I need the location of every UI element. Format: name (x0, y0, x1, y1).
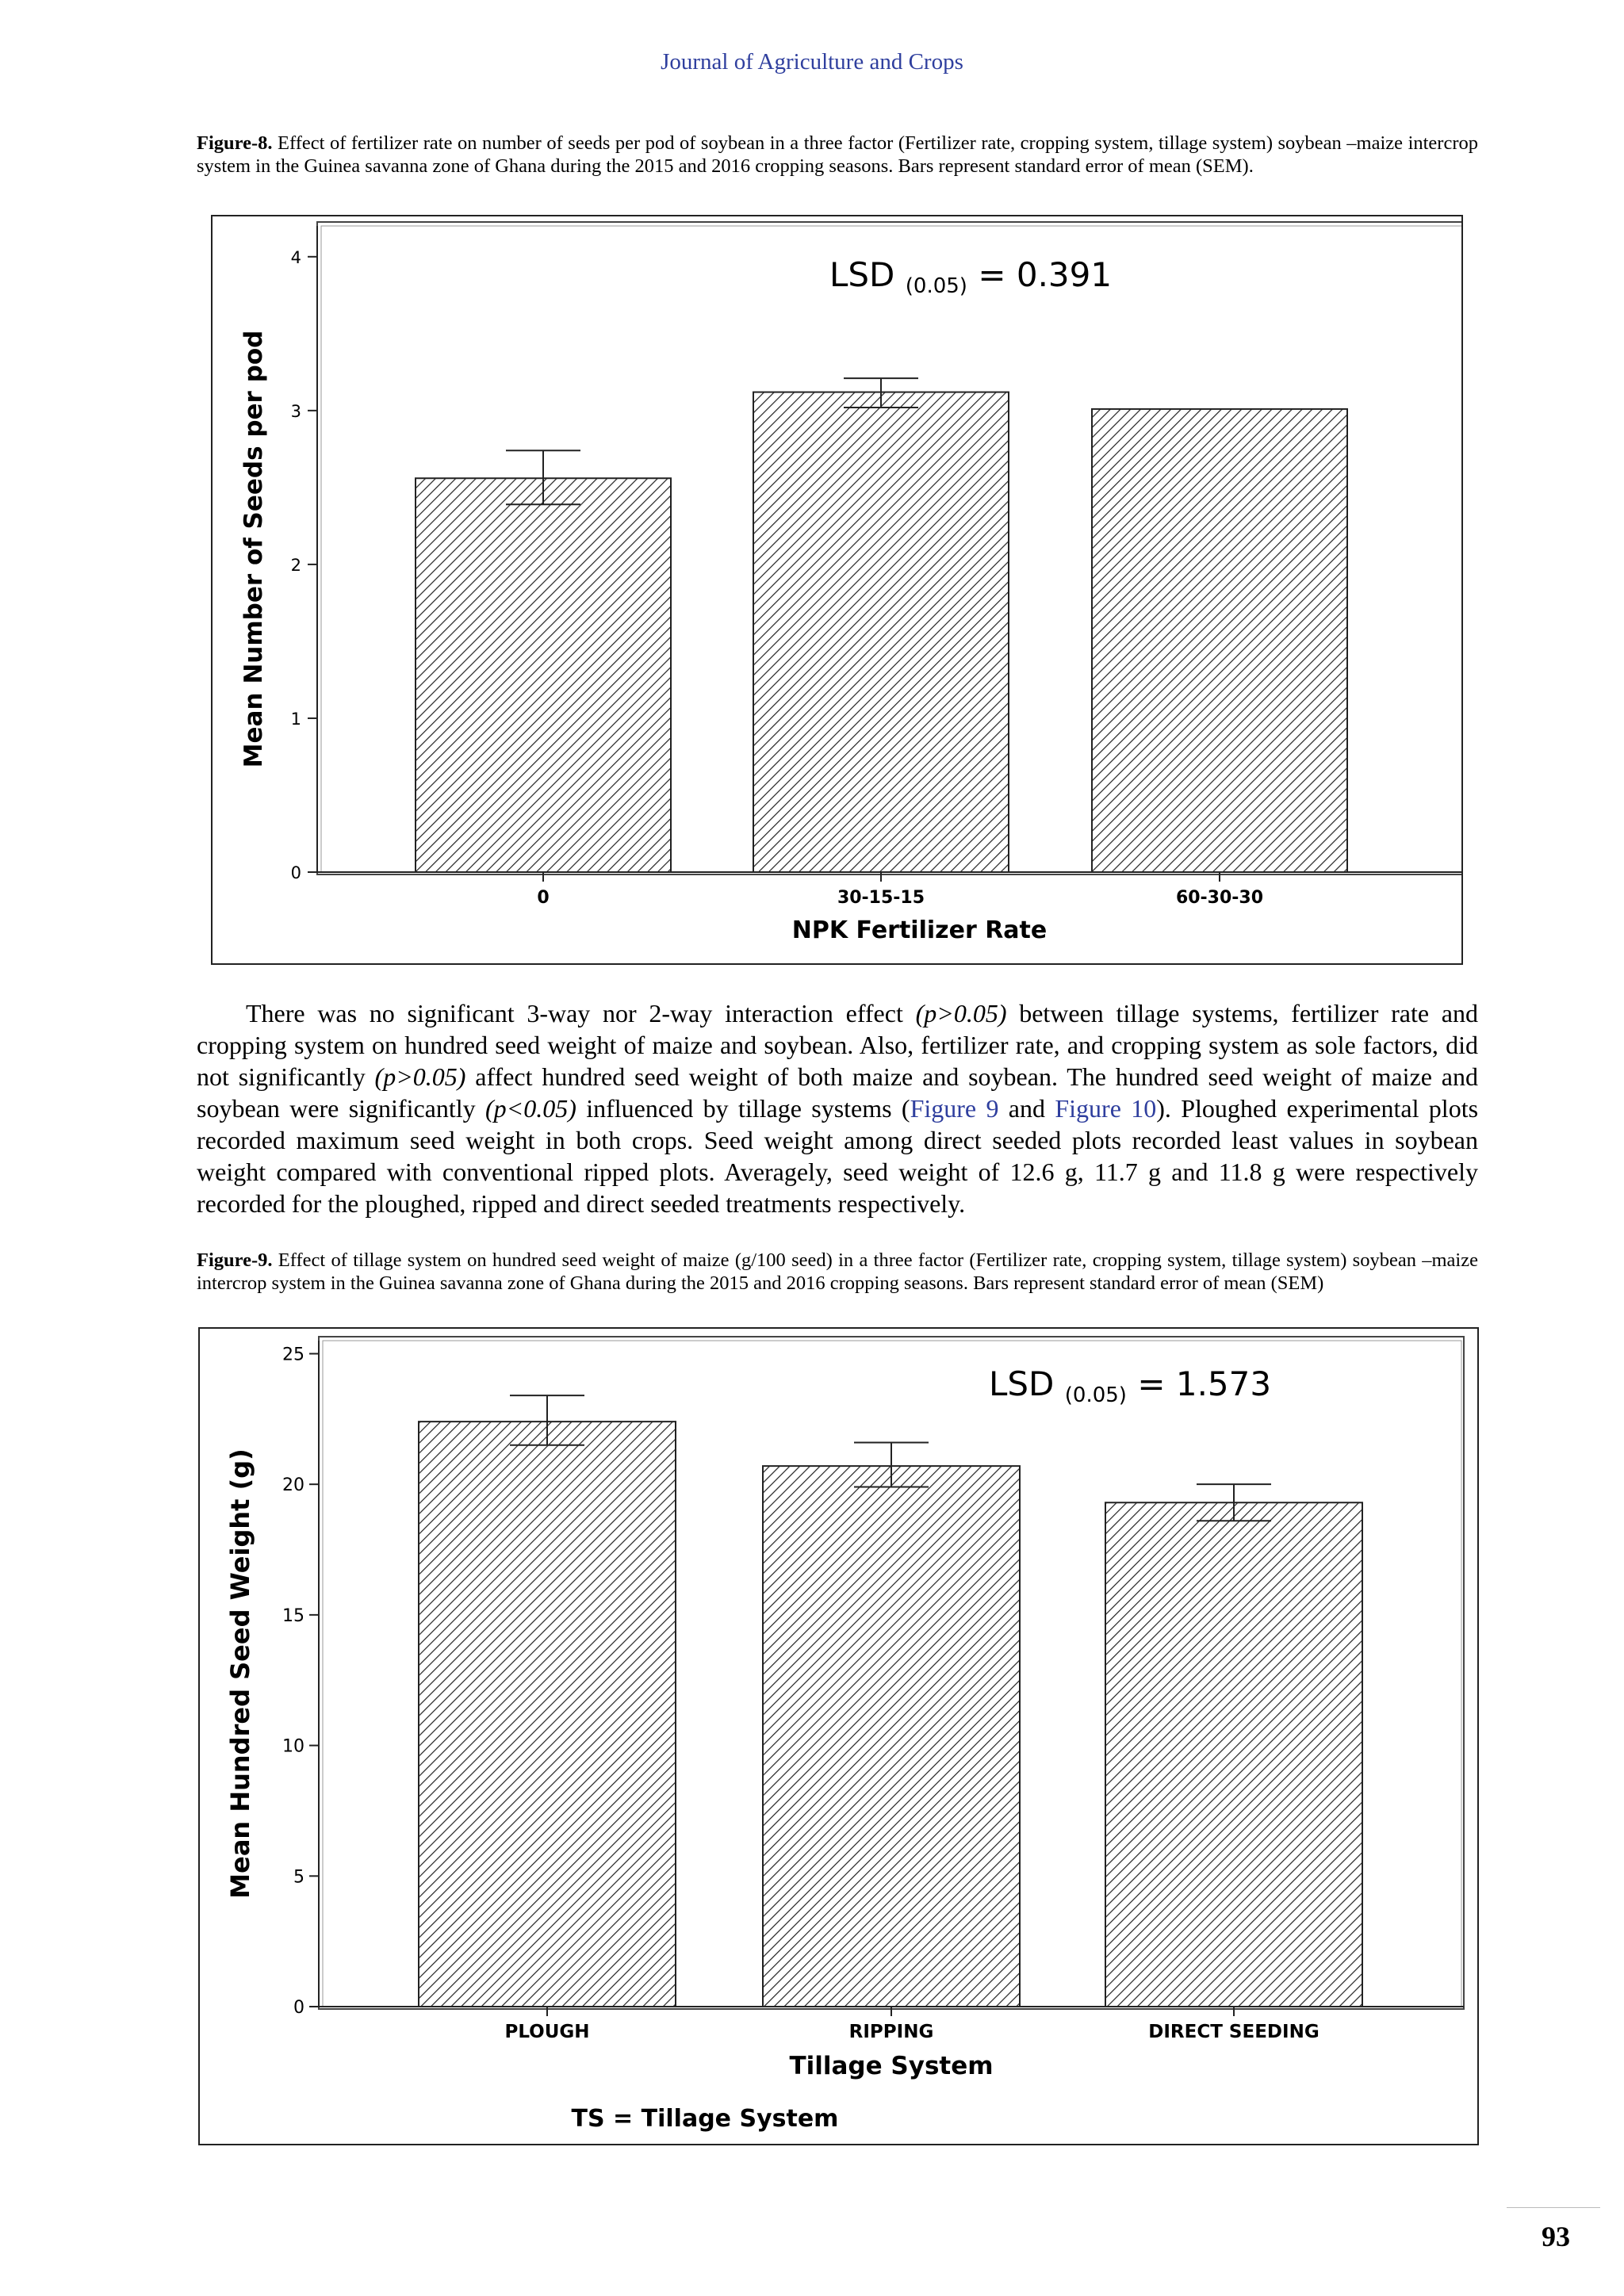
fig9-category-label: DIRECT SEEDING (1148, 2022, 1319, 2042)
para-text-3: affect hundred seed weight of both maize… (197, 1062, 1479, 1123)
figure-8-lsd-main: LSD (829, 255, 894, 294)
para-text-5: and (998, 1094, 1055, 1123)
para-pvalue-3: (p<0.05) (485, 1094, 576, 1123)
figure-10-link[interactable]: Figure 10 (1055, 1094, 1157, 1123)
figure-8-caption-text: Effect of fertilizer rate on number of s… (197, 132, 1478, 177)
fig8-bar (1091, 408, 1348, 873)
para-pvalue-1: (p>0.05) (915, 999, 1007, 1027)
figure-9-footnote: TS = Tillage System (572, 2105, 839, 2133)
fig9-x-axis-title: Tillage System (789, 2052, 993, 2080)
figure-9-lsd-sub: (0.05) (1065, 1383, 1127, 1407)
fig8-bar (415, 477, 672, 873)
fig8-category-label: 60-30-30 (1176, 888, 1263, 908)
fig9-category-label: RIPPING (849, 2022, 934, 2042)
figure-8-svg: 0 1 2 3 4 0 30-15-15 60-30-30 NPK Fertilizer Rat… (239, 221, 1461, 944)
fig9-ytick-label: 0 (293, 1998, 304, 2018)
figure-9-label: Figure-9. (197, 1249, 273, 1271)
figure-9-caption-text: Effect of tillage system on hundred seed… (197, 1249, 1478, 1294)
fig9-bar (1105, 1502, 1363, 2007)
fig9-ytick-label: 20 (282, 1475, 304, 1495)
fig8-category-label: 0 (537, 888, 549, 908)
para-text-2: between tillage systems, fertilizer rate… (197, 999, 1479, 1091)
figure-8-marks: 0 1 2 3 4 0 30-15-15 60-30-30 NPK Fertilizer Rat… (239, 226, 1461, 944)
fig8-ytick-label: 3 (291, 402, 301, 421)
fig8-ytick-label: 1 (291, 710, 301, 729)
fig8-ytick-label: 0 (291, 863, 301, 882)
fig9-ytick-label: 25 (282, 1345, 304, 1364)
figure-8-lsd-value: = 0.391 (978, 255, 1112, 294)
journal-title: Journal of Agriculture and Crops (661, 49, 963, 75)
fig9-ytick-label: 5 (293, 1867, 304, 1887)
figure-8-caption: Figure-8. Effect of fertilizer rate on n… (197, 132, 1478, 178)
figure-8-label: Figure-8. (197, 132, 273, 154)
fig8-ytick-label: 2 (291, 556, 301, 575)
fig8-category-label: 30-15-15 (837, 888, 925, 908)
para-pvalue-2: (p>0.05) (374, 1062, 466, 1091)
figure-9-lsd-main: LSD (989, 1364, 1054, 1403)
fig8-bar (753, 391, 1009, 874)
footer-rule (1507, 2207, 1600, 2208)
figure-9-link[interactable]: Figure 9 (910, 1094, 999, 1123)
figure-9-lsd: LSD (0.05) = 1.573 (989, 1364, 1271, 1410)
fig9-y-axis-title: Mean Hundred Seed Weight (g) (225, 1448, 255, 1898)
fig9-ytick-label: 15 (282, 1606, 304, 1626)
fig8-ytick-label: 4 (291, 248, 301, 267)
fig9-ytick-label: 10 (282, 1737, 304, 1757)
figure-9-marks: 0 5 10 15 20 25 PLOUGH RIPPING DIRECT SEEDING Til… (225, 1341, 1464, 2080)
figure-9-svg: 0 5 10 15 20 25 PLOUGH RIPPING DIRECT SEEDING Til… (225, 1336, 1465, 2133)
page-number: 93 (1542, 2221, 1570, 2252)
fig8-x-axis-title: NPK Fertilizer Rate (792, 916, 1047, 944)
fig9-bar (762, 1465, 1021, 2007)
figure-9-lsd-value: = 1.573 (1137, 1364, 1271, 1403)
figure-8-chart: 0 1 2 3 4 0 30-15-15 60-30-30 NPK Fertilizer Rat… (211, 215, 1463, 965)
figure-8-lsd: LSD (0.05) = 0.391 (829, 255, 1112, 300)
figure-9-chart: 0 5 10 15 20 25 PLOUGH RIPPING DIRECT SEEDING Til… (198, 1327, 1479, 2145)
para-text-1: There was no significant 3-way nor 2-way… (246, 999, 916, 1027)
fig9-category-label: PLOUGH (504, 2022, 589, 2042)
figure-9-caption: Figure-9. Effect of tillage system on hu… (197, 1249, 1478, 1295)
fig8-y-axis-title: Mean Number of Seeds per pod (239, 331, 268, 768)
fig9-bar (418, 1421, 676, 2007)
para-text-6: ). Ploughed experimental plots recorded … (197, 1094, 1479, 1218)
figure-8-lsd-sub: (0.05) (906, 274, 967, 298)
body-paragraph: There was no significant 3-way nor 2-way… (197, 997, 1478, 1219)
para-text-4: influenced by tillage systems ( (576, 1094, 910, 1123)
